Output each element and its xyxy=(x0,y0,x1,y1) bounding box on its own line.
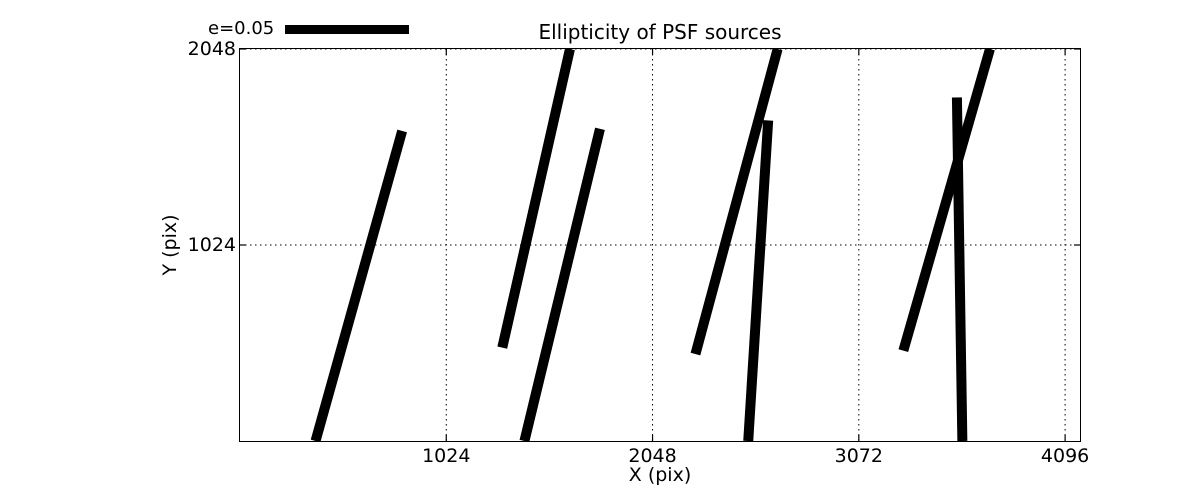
ellipticity-whisker xyxy=(898,49,995,353)
y-axis-label: Y (pix) xyxy=(159,214,181,276)
ellipticity-whisker xyxy=(743,120,774,441)
ellipticity-whisker xyxy=(310,129,407,441)
x-axis-label: X (pix) xyxy=(628,464,692,486)
y-tick-label: 1024 xyxy=(187,234,236,256)
plot-canvas xyxy=(240,49,1080,441)
legend-label: e=0.05 xyxy=(208,18,275,39)
ellipticity-whisker xyxy=(497,49,575,349)
ellipticity-whisker xyxy=(519,127,605,441)
legend-line-swatch xyxy=(285,24,410,34)
y-tick-label: 2048 xyxy=(187,38,236,60)
ellipticity-whisker xyxy=(690,49,783,356)
plot-area xyxy=(239,48,1081,442)
chart-title: Ellipticity of PSF sources xyxy=(538,20,782,44)
legend: e=0.05 xyxy=(208,18,410,39)
ellipticity-whisker xyxy=(951,97,968,441)
